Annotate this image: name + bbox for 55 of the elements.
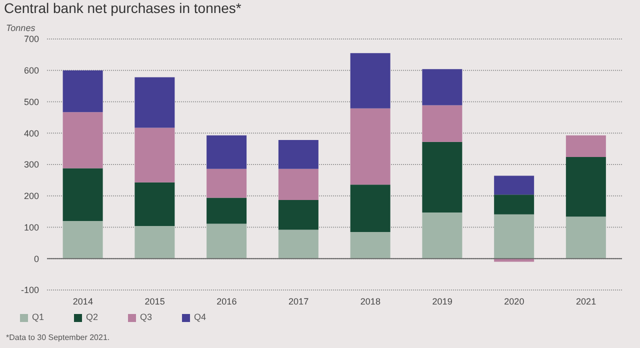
bar [206,135,247,169]
bar [62,70,103,112]
bar [422,142,462,213]
legend-label: Q4 [194,312,206,322]
x-tick-label: 2017 [288,296,309,306]
legend-label: Q1 [32,312,44,322]
bar [350,108,390,185]
x-tick-label: 2016 [216,296,237,306]
bar [350,53,390,108]
y-tick-label: 500 [24,96,39,107]
bar [566,135,606,157]
bar [278,200,318,230]
y-tick-label: 300 [24,160,39,170]
bar [422,69,462,106]
y-tick-label: 400 [24,128,39,138]
bar [566,216,606,259]
y-tick-label: 0 [34,254,39,264]
legend-label: Q3 [140,312,152,322]
bar [278,140,318,169]
text: *Data to 30 September 2021. [6,333,110,342]
bar [494,176,534,195]
y-tick-label: -100 [20,285,39,296]
bar [494,258,534,262]
y-tick-label: 700 [24,34,39,44]
bar [134,77,175,128]
bar [350,232,390,259]
bar [134,128,175,182]
x-tick-label: 2014 [72,296,93,306]
x-tick-label: 2015 [144,296,165,306]
bar [494,194,534,214]
bar [494,214,534,259]
bar [206,198,247,224]
bar [62,112,103,168]
x-tick-label: 2019 [432,296,452,306]
bar [134,226,175,259]
bar [566,156,606,217]
y-tick-label: 100 [24,222,39,232]
y-tick-label: 200 [24,191,39,202]
chart-title: Central bank net purchases in tonnes* [4,0,242,16]
y-tick-label: 600 [24,66,39,76]
y-axis-title: Tonnes [6,23,36,33]
bar [350,184,390,232]
x-tick-label: 2018 [360,296,380,306]
bar [62,220,103,259]
bar [206,224,247,259]
bar [278,230,318,259]
bar [422,212,462,259]
legend-label: Q2 [86,312,98,322]
x-tick-label: 2020 [504,296,524,306]
x-tick-label: 2021 [576,296,596,306]
bar [206,168,247,198]
bar [278,168,318,200]
bar [422,105,462,142]
bar [62,168,103,221]
bar [134,182,175,226]
